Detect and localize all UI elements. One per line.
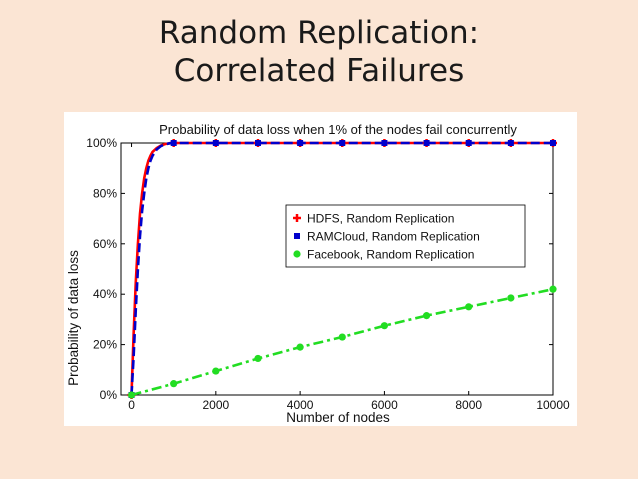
series-line: [131, 287, 554, 397]
x-tick-label: 2000: [202, 398, 229, 412]
line-chart: Probability of data loss when 1% of the …: [66, 122, 570, 425]
series-point: [296, 343, 304, 351]
series-3: [127, 285, 557, 399]
series-point: [254, 354, 262, 363]
y-tick-label: 20%: [93, 338, 117, 352]
series-point: [339, 140, 346, 146]
series-point: [338, 333, 346, 341]
series-point: [170, 140, 177, 146]
chart-figure: Probability of data loss when 1% of the …: [64, 112, 577, 426]
series-point: [254, 140, 261, 146]
series-line: [130, 141, 553, 396]
series-point: [507, 140, 514, 146]
series-point: [127, 391, 136, 399]
series-point: [423, 140, 430, 146]
series-point: [293, 214, 301, 222]
y-tick-label: 80%: [93, 186, 117, 200]
chart-legend: HDFS, Random Replication RAMCloud, Random…: [285, 204, 526, 268]
series-point: [293, 250, 301, 258]
x-tick-label: 0: [128, 398, 135, 412]
chart-title: Probability of data loss when 1% of the …: [159, 122, 517, 137]
x-tick-label: 8000: [455, 398, 482, 412]
legend-label: HDFS, Random Replication: [307, 212, 454, 226]
y-tick-label: 40%: [93, 287, 117, 301]
plot-area: 0% 20% 40% 60% 80% 100% 0 2000 4000 6000 8000 10000: [86, 136, 570, 412]
series-point: [507, 294, 515, 302]
legend-item: HDFS, Random Replication: [293, 212, 454, 226]
series-1: [127, 139, 557, 399]
series-point: [465, 303, 473, 311]
legend-label: RAMCloud, Random Replication: [307, 230, 480, 244]
series-point: [465, 140, 472, 146]
y-tick-label: 60%: [93, 237, 117, 251]
series-point: [550, 140, 556, 146]
series-line: [130, 141, 553, 396]
slide-title-line-1: Random Replication:: [158, 15, 480, 51]
series-point: [212, 367, 220, 375]
series-point: [381, 140, 388, 146]
slide-title-line-2: Correlated Failures: [173, 53, 465, 89]
series-point: [297, 140, 304, 146]
x-tick-label: 10000: [536, 398, 570, 412]
plot-frame: [120, 142, 554, 396]
y-tick-label: 100%: [86, 136, 117, 150]
x-axis-label: Number of nodes: [286, 410, 390, 425]
legend-box: [285, 204, 526, 268]
x-tick-label: 4000: [287, 398, 314, 412]
series-point: [422, 312, 431, 320]
legend-item: RAMCloud, Random Replication: [294, 230, 480, 244]
series-point: [380, 322, 389, 330]
series-point: [170, 380, 178, 388]
y-axis-label: Probability of data loss: [66, 250, 81, 386]
x-tick-label: 6000: [371, 398, 398, 412]
series-point: [294, 233, 300, 239]
legend-label: Facebook, Random Replication: [307, 248, 474, 262]
series-point: [212, 140, 219, 146]
series-2: [128, 140, 556, 398]
series-point: [549, 285, 557, 293]
y-tick-label: 0%: [100, 388, 118, 402]
legend-item: Facebook, Random Replication: [293, 248, 474, 262]
slide-title: Random Replication: Correlated Failures: [0, 14, 638, 90]
